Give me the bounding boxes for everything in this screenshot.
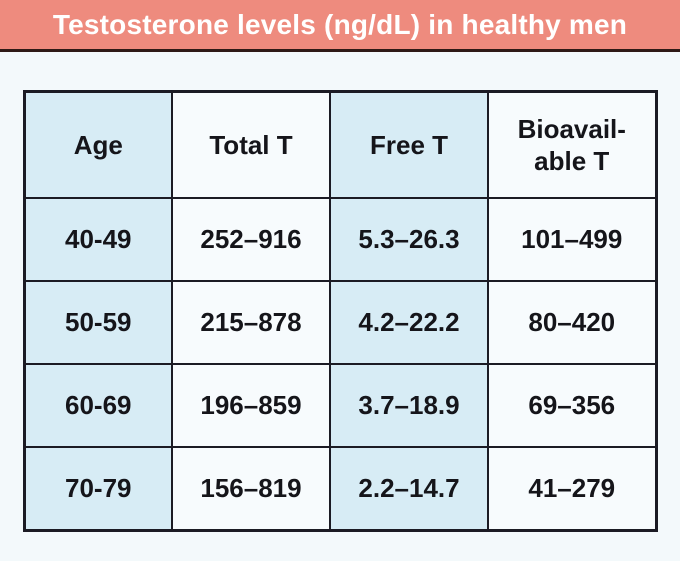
table-row: 70-79 156–819 2.2–14.7 41–279: [23, 446, 657, 532]
table-row: 60-69 196–859 3.7–18.9 69–356: [23, 363, 657, 448]
table-cell: 101–499: [487, 197, 657, 282]
table-cell: 80–420: [487, 280, 657, 365]
page-title: Testosterone levels (ng/dL) in healthy m…: [52, 8, 628, 40]
table-cell: 252–916: [171, 197, 331, 282]
table-cell: 215–878: [171, 280, 331, 365]
table-cell: 70-79: [23, 446, 173, 532]
table-cell: 40-49: [23, 197, 173, 282]
testosterone-table: Age Total T Free T Bioavail-able T 40-49…: [22, 90, 658, 532]
table-cell: 3.7–18.9: [329, 363, 489, 448]
table-cell: 2.2–14.7: [329, 446, 489, 532]
table-cell: 41–279: [487, 446, 657, 532]
header-row: Age Total T Free T Bioavail-able T: [23, 90, 657, 199]
table-row: 40-49 252–916 5.3–26.3 101–499: [23, 197, 657, 282]
col-header-age: Age: [23, 90, 173, 199]
table-cell: 4.2–22.2: [329, 280, 489, 365]
table-cell: 196–859: [171, 363, 331, 448]
title-bar: Testosterone levels (ng/dL) in healthy m…: [0, 0, 680, 52]
table-row: 50-59 215–878 4.2–22.2 80–420: [23, 280, 657, 365]
table-cell: 60-69: [23, 363, 173, 448]
col-header-total-t: Total T: [171, 90, 331, 199]
table-cell: 50-59: [23, 280, 173, 365]
col-header-bioavailable-t: Bioavail-able T: [487, 90, 657, 199]
table-cell: 5.3–26.3: [329, 197, 489, 282]
table-cell: 69–356: [487, 363, 657, 448]
col-header-free-t: Free T: [329, 90, 489, 199]
table-cell: 156–819: [171, 446, 331, 532]
